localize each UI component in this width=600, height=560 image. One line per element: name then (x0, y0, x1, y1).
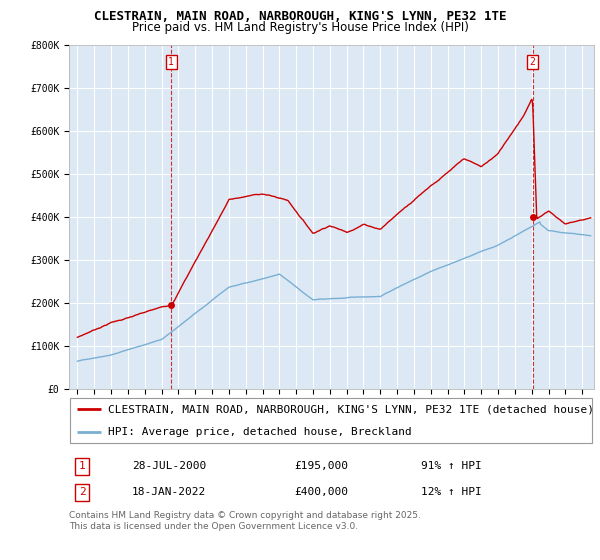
Text: CLESTRAIN, MAIN ROAD, NARBOROUGH, KING'S LYNN, PE32 1TE: CLESTRAIN, MAIN ROAD, NARBOROUGH, KING'S… (94, 10, 506, 23)
FancyBboxPatch shape (70, 398, 592, 443)
Text: 12% ↑ HPI: 12% ↑ HPI (421, 487, 482, 497)
Text: Contains HM Land Registry data © Crown copyright and database right 2025.
This d: Contains HM Land Registry data © Crown c… (69, 511, 421, 531)
Text: 91% ↑ HPI: 91% ↑ HPI (421, 461, 482, 472)
Text: Price paid vs. HM Land Registry's House Price Index (HPI): Price paid vs. HM Land Registry's House … (131, 21, 469, 34)
Text: CLESTRAIN, MAIN ROAD, NARBOROUGH, KING'S LYNN, PE32 1TE (detached house): CLESTRAIN, MAIN ROAD, NARBOROUGH, KING'S… (109, 404, 595, 414)
Text: £195,000: £195,000 (295, 461, 349, 472)
Text: 18-JAN-2022: 18-JAN-2022 (132, 487, 206, 497)
Text: HPI: Average price, detached house, Breckland: HPI: Average price, detached house, Brec… (109, 427, 412, 437)
Text: 2: 2 (79, 487, 86, 497)
Text: 2: 2 (530, 57, 536, 67)
Text: 28-JUL-2000: 28-JUL-2000 (132, 461, 206, 472)
Text: 1: 1 (168, 57, 174, 67)
Text: £400,000: £400,000 (295, 487, 349, 497)
Text: 1: 1 (79, 461, 86, 472)
